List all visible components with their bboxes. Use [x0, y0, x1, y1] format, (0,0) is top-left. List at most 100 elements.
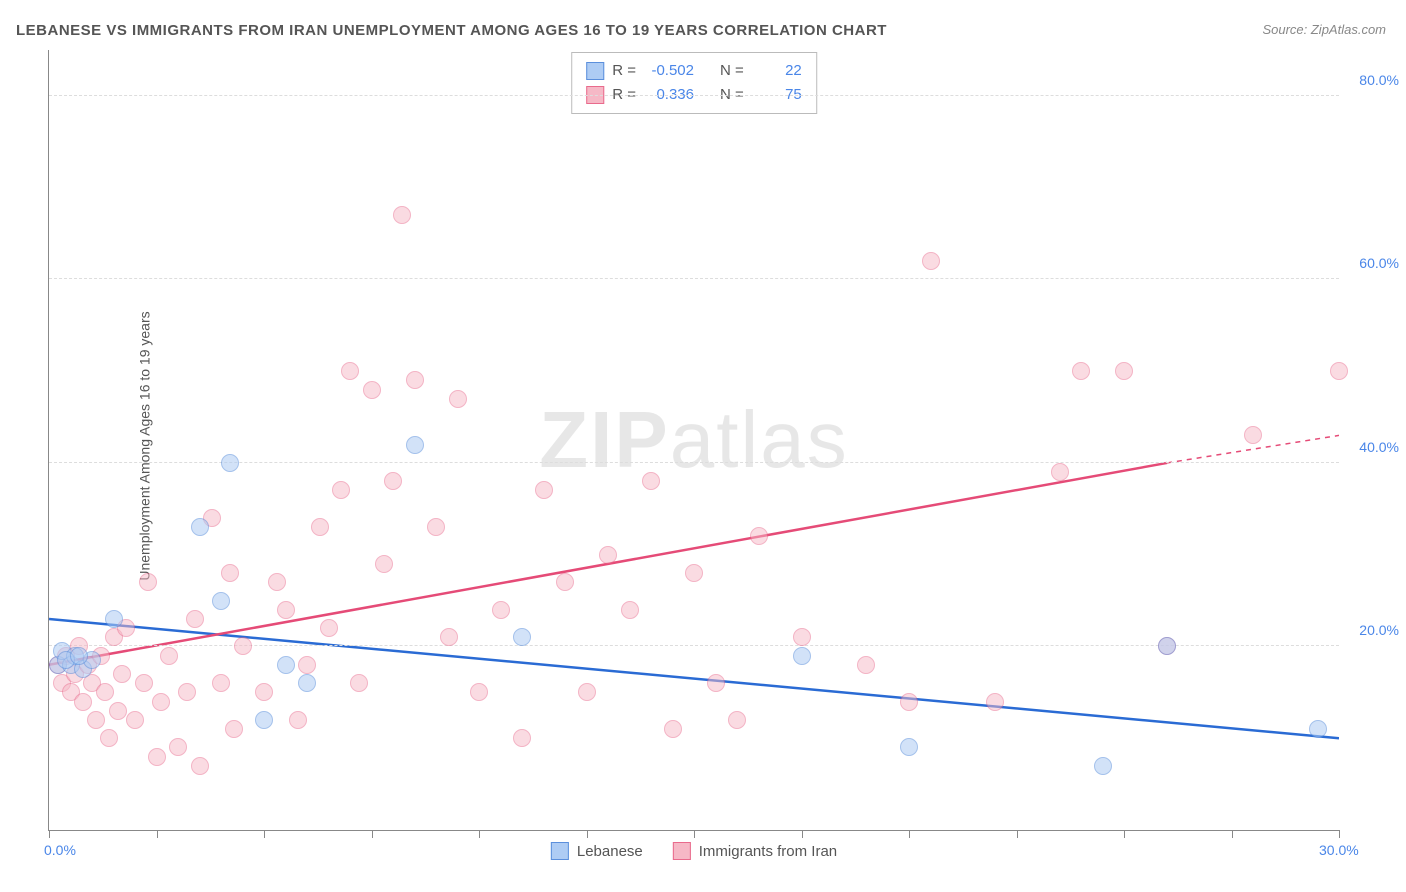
data-point [332, 481, 350, 499]
data-point [793, 647, 811, 665]
data-point [406, 371, 424, 389]
data-point [139, 573, 157, 591]
data-point [922, 252, 940, 270]
data-point [212, 592, 230, 610]
data-point [707, 674, 725, 692]
data-point [298, 674, 316, 692]
data-point [221, 454, 239, 472]
data-point [750, 527, 768, 545]
legend-item: Immigrants from Iran [673, 842, 837, 860]
data-point [225, 720, 243, 738]
data-point [320, 619, 338, 637]
y-tick-label: 20.0% [1359, 622, 1399, 638]
data-point [234, 637, 252, 655]
x-tick [694, 830, 695, 838]
legend-label: Immigrants from Iran [699, 843, 837, 860]
data-point [535, 481, 553, 499]
data-point [470, 683, 488, 701]
x-tick-label: 30.0% [1319, 842, 1359, 858]
gridline [49, 95, 1339, 96]
chart-plot-area: ZIPatlas R =-0.502N =22R =0.336N =75 Leb… [48, 50, 1339, 831]
data-point [169, 738, 187, 756]
x-tick [372, 830, 373, 838]
data-point [74, 693, 92, 711]
data-point [160, 647, 178, 665]
y-tick-label: 60.0% [1359, 255, 1399, 271]
x-tick [49, 830, 50, 838]
x-tick [909, 830, 910, 838]
data-point [986, 693, 1004, 711]
data-point [384, 472, 402, 490]
data-point [1051, 463, 1069, 481]
gridline [49, 278, 1339, 279]
data-point [621, 601, 639, 619]
data-point [96, 683, 114, 701]
data-point [664, 720, 682, 738]
legend-swatch [673, 842, 691, 860]
data-point [311, 518, 329, 536]
data-point [642, 472, 660, 490]
data-point [900, 693, 918, 711]
x-tick [264, 830, 265, 838]
data-point [513, 729, 531, 747]
data-point [255, 711, 273, 729]
x-tick [1124, 830, 1125, 838]
data-point [186, 610, 204, 628]
x-tick [157, 830, 158, 838]
x-tick [1339, 830, 1340, 838]
data-point [100, 729, 118, 747]
data-point [393, 206, 411, 224]
data-point [440, 628, 458, 646]
stats-n-label: N = [720, 59, 744, 83]
data-point [289, 711, 307, 729]
data-point [277, 656, 295, 674]
data-point [135, 674, 153, 692]
data-point [1244, 426, 1262, 444]
stats-n-value: 22 [752, 59, 802, 83]
data-point [427, 518, 445, 536]
data-point [298, 656, 316, 674]
chart-title: LEBANESE VS IMMIGRANTS FROM IRAN UNEMPLO… [16, 22, 887, 39]
data-point [126, 711, 144, 729]
y-tick-label: 80.0% [1359, 72, 1399, 88]
data-point [363, 381, 381, 399]
data-point [857, 656, 875, 674]
data-point [556, 573, 574, 591]
data-point [191, 518, 209, 536]
data-point [105, 610, 123, 628]
y-tick-label: 40.0% [1359, 439, 1399, 455]
x-tick-label: 0.0% [44, 842, 76, 858]
stats-r-value: -0.502 [644, 59, 694, 83]
series-legend: Lebanese Immigrants from Iran [551, 842, 837, 860]
data-point [375, 555, 393, 573]
x-tick [587, 830, 588, 838]
data-point [350, 674, 368, 692]
stats-r-label: R = [612, 59, 636, 83]
stats-legend: R =-0.502N =22R =0.336N =75 [571, 52, 817, 114]
data-point [492, 601, 510, 619]
x-tick [1232, 830, 1233, 838]
data-point [148, 748, 166, 766]
x-tick [802, 830, 803, 838]
trend-lines [49, 50, 1339, 830]
data-point [341, 362, 359, 380]
data-point [152, 693, 170, 711]
data-point [449, 390, 467, 408]
data-point [221, 564, 239, 582]
data-point [212, 674, 230, 692]
data-point [277, 601, 295, 619]
data-point [685, 564, 703, 582]
data-point [1094, 757, 1112, 775]
legend-swatch [551, 842, 569, 860]
data-point [513, 628, 531, 646]
source-label: Source: ZipAtlas.com [1262, 22, 1386, 37]
data-point [1309, 720, 1327, 738]
legend-item: Lebanese [551, 842, 643, 860]
data-point [113, 665, 131, 683]
data-point [109, 702, 127, 720]
data-point [599, 546, 617, 564]
data-point [900, 738, 918, 756]
data-point [1158, 637, 1176, 655]
legend-label: Lebanese [577, 843, 643, 860]
data-point [87, 711, 105, 729]
